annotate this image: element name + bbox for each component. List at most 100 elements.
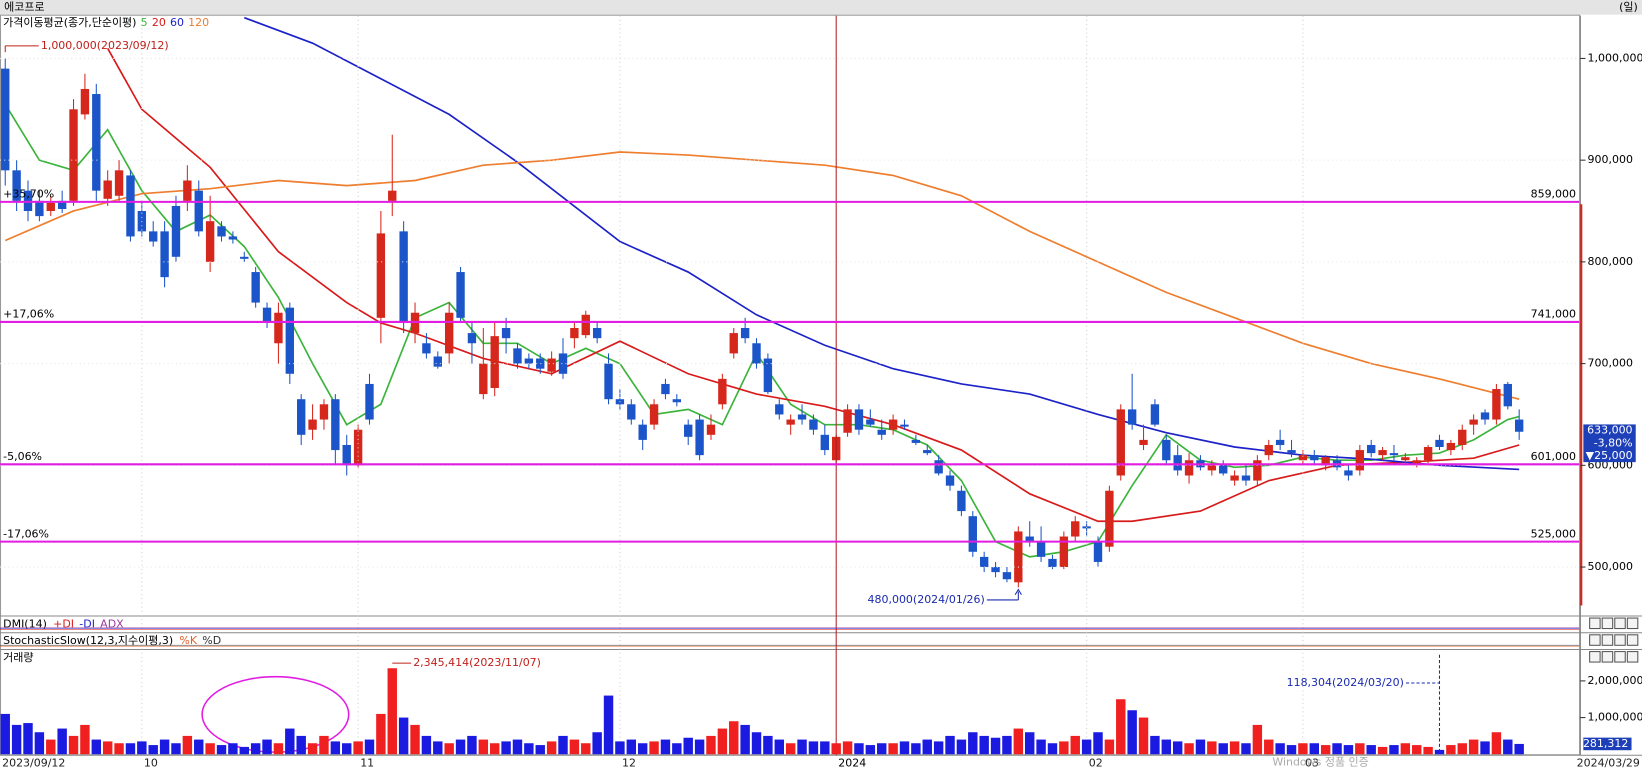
volume-bar [433,741,443,755]
volume-bar [1138,717,1149,755]
candle-body [604,363,613,400]
x-tick-label: 03 [1305,757,1319,770]
candle-body [501,327,511,339]
button[interactable] [1601,617,1614,630]
volume-bar [239,746,249,755]
plot-frame [0,14,1581,756]
volume-bar [706,735,716,755]
candle-body [297,399,306,435]
candle-body [422,343,431,354]
candle-body [149,231,158,242]
button[interactable] [1589,634,1601,646]
candle-body [1321,457,1330,466]
volume-bar [615,741,625,755]
candle-body [342,444,351,466]
button[interactable] [1626,617,1639,630]
volume-bar [1480,741,1490,755]
candle-body [672,399,682,403]
candle-body [1173,455,1182,471]
button[interactable] [1614,617,1626,630]
volume-bar [1457,743,1467,755]
button[interactable] [1589,617,1601,630]
volume-bar [512,739,523,755]
volume-bar [672,743,682,755]
volume-bar [808,741,819,755]
y-tick-label: 500,000 [1588,560,1633,573]
x-tick-label: 10 [144,757,158,770]
candle-body [536,358,545,369]
volume-bar [592,732,602,755]
volume-bar [1366,745,1376,755]
button[interactable] [1601,634,1614,646]
indicator-legend: %D [202,634,221,647]
volume-bar [159,739,170,755]
candle-body [581,314,590,336]
volume-bar [524,743,534,755]
chart-title: 에코프로 [4,0,44,13]
volume-bar [137,741,147,755]
volume-bar [68,735,79,755]
candle-body [638,424,647,440]
volume-bar [1423,746,1433,755]
button[interactable] [1626,634,1639,646]
volume-bar [478,739,489,755]
candle-body [820,434,830,451]
button[interactable] [1626,651,1639,663]
volume-bar [364,739,375,755]
candle-body [171,205,181,257]
volume-bar [57,728,67,755]
candle-body [592,327,602,339]
candle-body [684,424,693,437]
indicator-legend: ADX [100,617,124,630]
volume-bar [0,713,10,755]
volume-bar [945,735,955,755]
button[interactable] [1601,651,1614,663]
volume-bar [1172,741,1183,755]
moving-average-line [106,47,1520,523]
volume-bar [1491,732,1502,755]
volume-bar [1355,743,1365,755]
volume-bar [1503,739,1513,755]
last-volume-box [1583,737,1632,751]
volume-bar [1252,724,1263,755]
button[interactable] [1589,651,1601,663]
volume-bar [1400,743,1411,755]
candle-body [752,343,761,364]
y-tick-label: 700,000 [1588,357,1633,370]
button[interactable] [1614,651,1626,663]
volume-bar [968,732,978,755]
volume-bar [330,741,341,755]
volume-bar [694,739,705,755]
legend-entry: 60 [170,16,184,29]
candle-body [376,233,386,318]
candle-body [399,231,408,323]
volume-bar [717,728,728,755]
volume-bar [1275,743,1285,755]
candle-body [1446,442,1456,451]
candle-body [991,567,1000,573]
candle-body [1503,383,1512,407]
x-tick-label: 02 [1089,757,1103,770]
button[interactable] [1614,634,1626,646]
volume-bar [1070,735,1080,755]
volume-bar [1298,743,1308,755]
volume-bar [979,735,989,755]
volume-bar [148,745,158,755]
volume-bar [46,739,56,755]
candle-body [319,404,329,420]
volume-bar [990,737,1001,755]
volume-bar [182,735,193,755]
candle-body [240,256,249,259]
candle-body [661,383,670,395]
annotation: 118,304(2024/03/20) [1287,676,1404,689]
candle-body [1514,419,1524,432]
volume-bar [1195,739,1206,755]
level-pct: -17,06% [3,527,49,540]
last-price: 633,000 [1587,424,1632,437]
volume-bar [1002,735,1012,755]
volume-bar [558,735,568,755]
volume-bar [911,743,921,755]
candle-body [1378,450,1387,456]
volume-bar [649,741,659,755]
volume-bar [194,739,204,755]
